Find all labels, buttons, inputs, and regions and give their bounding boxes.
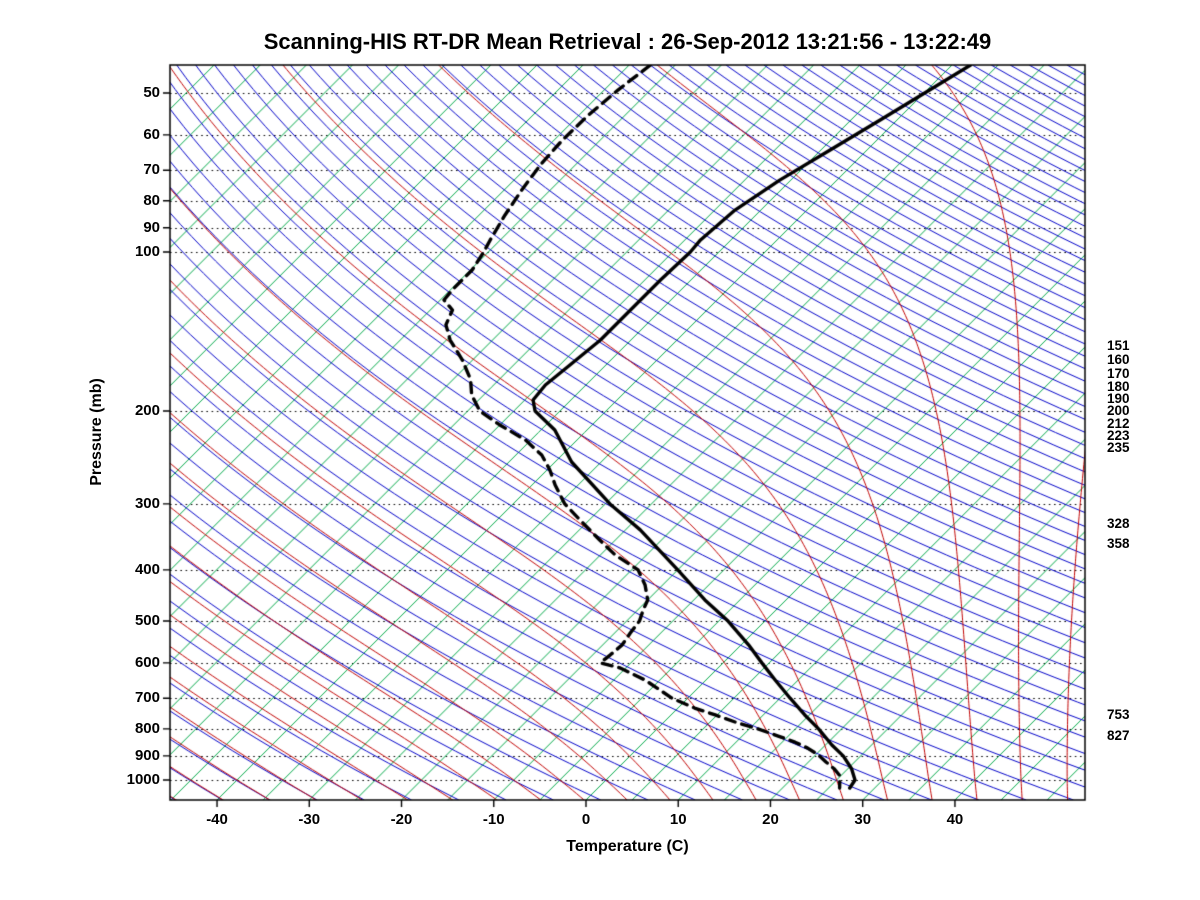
temperature-tick-label: -30 bbox=[298, 811, 321, 828]
y-axis-label: Pressure (mb) bbox=[88, 378, 105, 486]
pressure-tick-label: 80 bbox=[143, 191, 160, 209]
temperature-tick-label: 30 bbox=[854, 811, 872, 828]
level-label: 170 bbox=[1107, 365, 1130, 381]
level-label: 827 bbox=[1107, 728, 1130, 744]
temperature-tick-label: 40 bbox=[946, 811, 964, 828]
pressure-tick-label: 700 bbox=[134, 689, 160, 707]
pressure-tick-label: 90 bbox=[143, 218, 160, 236]
level-label: 223 bbox=[1107, 427, 1130, 443]
level-label: 190 bbox=[1107, 391, 1130, 407]
temperature-tick-label: 0 bbox=[581, 811, 591, 828]
pressure-tick-label: 70 bbox=[143, 161, 160, 179]
pressure-tick-label: 50 bbox=[143, 84, 160, 102]
temperature-tick-label: -40 bbox=[206, 811, 228, 828]
pressure-tick-label: 900 bbox=[134, 746, 160, 764]
temperature-tick-label: -10 bbox=[482, 811, 505, 828]
pressure-tick-label: 800 bbox=[134, 719, 160, 737]
level-label: 753 bbox=[1107, 706, 1130, 722]
pressure-tick-label: 100 bbox=[134, 242, 160, 260]
pressure-tick-label: 300 bbox=[134, 494, 160, 512]
pressure-tick-label: 200 bbox=[134, 401, 160, 419]
chart-title: Scanning-HIS RT-DR Mean Retrieval : 26-S… bbox=[263, 29, 992, 54]
temperature-tick-label: -20 bbox=[390, 811, 413, 828]
x-axis-label: Temperature (C) bbox=[566, 838, 689, 855]
level-label: 180 bbox=[1107, 378, 1130, 394]
level-label: 358 bbox=[1107, 536, 1130, 552]
level-label: 160 bbox=[1107, 351, 1130, 367]
pressure-tick-label: 60 bbox=[143, 125, 160, 143]
pressure-tick-label: 600 bbox=[134, 653, 160, 671]
pressure-tick-label: 500 bbox=[134, 612, 160, 630]
level-label: 328 bbox=[1107, 516, 1130, 532]
temperature-tick-label: 20 bbox=[762, 811, 779, 828]
temperature-tick-label: 10 bbox=[669, 811, 687, 828]
pressure-tick-label: 400 bbox=[134, 560, 160, 578]
level-label: 151 bbox=[1107, 338, 1130, 354]
level-label: 212 bbox=[1107, 416, 1130, 432]
pressure-tick-label: 1000 bbox=[126, 771, 160, 789]
level-label: 235 bbox=[1107, 439, 1130, 455]
level-label: 200 bbox=[1107, 402, 1130, 418]
